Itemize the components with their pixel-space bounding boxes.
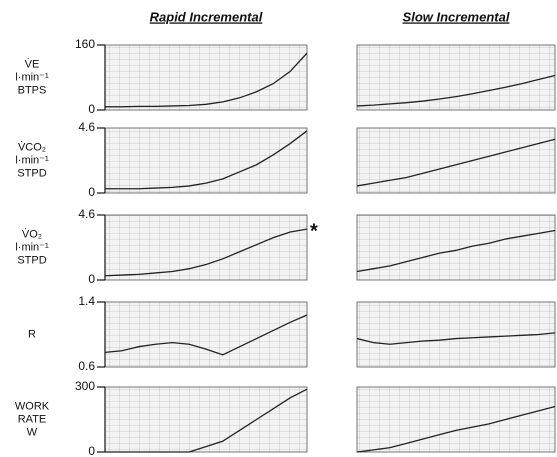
y-axis-label: STPD bbox=[17, 167, 46, 179]
chart-paper bbox=[104, 127, 308, 194]
trace bbox=[105, 52, 308, 108]
y-axis-label: V̇O₂ bbox=[22, 228, 42, 241]
trace bbox=[356, 138, 556, 187]
y-axis-label: R bbox=[28, 328, 36, 340]
chart-paper bbox=[356, 301, 556, 368]
column-title: Slow Incremental bbox=[403, 9, 510, 24]
chart-paper bbox=[104, 301, 308, 368]
y-tick-label: 160 bbox=[75, 37, 95, 51]
y-tick-label: 0 bbox=[88, 185, 95, 199]
trace bbox=[356, 405, 556, 453]
y-axis-label: STPD bbox=[17, 254, 46, 266]
y-axis-label: BTPS bbox=[18, 84, 47, 96]
chart-paper bbox=[104, 44, 308, 111]
y-axis-label: l·min⁻¹ bbox=[15, 154, 49, 166]
annotation: * bbox=[310, 220, 318, 242]
chart-paper bbox=[356, 214, 556, 281]
trace bbox=[104, 314, 308, 356]
y-tick-label: 0 bbox=[88, 444, 95, 457]
y-axis-label: RATE bbox=[18, 413, 47, 425]
y-axis-label: V̇E bbox=[25, 58, 40, 71]
y-tick-label: 1.4 bbox=[78, 294, 95, 308]
y-tick-label: 4.6 bbox=[78, 120, 95, 134]
y-axis-label: V̇CO₂ bbox=[18, 141, 46, 154]
y-axis-label: l·min⁻¹ bbox=[15, 71, 49, 83]
y-tick-label: 4.6 bbox=[78, 207, 95, 221]
chart-paper bbox=[104, 386, 308, 453]
trace bbox=[104, 228, 308, 277]
trace bbox=[105, 130, 308, 190]
column-title: Rapid Incremental bbox=[150, 9, 263, 24]
trace bbox=[356, 229, 556, 273]
y-tick-label: 0 bbox=[88, 102, 95, 116]
chart-paper bbox=[356, 127, 556, 194]
y-axis-label: W bbox=[27, 426, 38, 438]
y-axis-label: l·min⁻¹ bbox=[15, 241, 49, 253]
trace bbox=[356, 74, 556, 107]
chart-paper bbox=[104, 214, 308, 281]
chart-paper bbox=[356, 44, 556, 111]
trace bbox=[105, 388, 308, 453]
trace bbox=[356, 332, 556, 345]
y-axis-label: WORK bbox=[15, 400, 50, 412]
y-tick-label: 300 bbox=[75, 379, 95, 393]
y-tick-label: 0 bbox=[88, 272, 95, 286]
chart-paper bbox=[356, 386, 556, 453]
y-tick-label: 0.6 bbox=[78, 359, 95, 373]
